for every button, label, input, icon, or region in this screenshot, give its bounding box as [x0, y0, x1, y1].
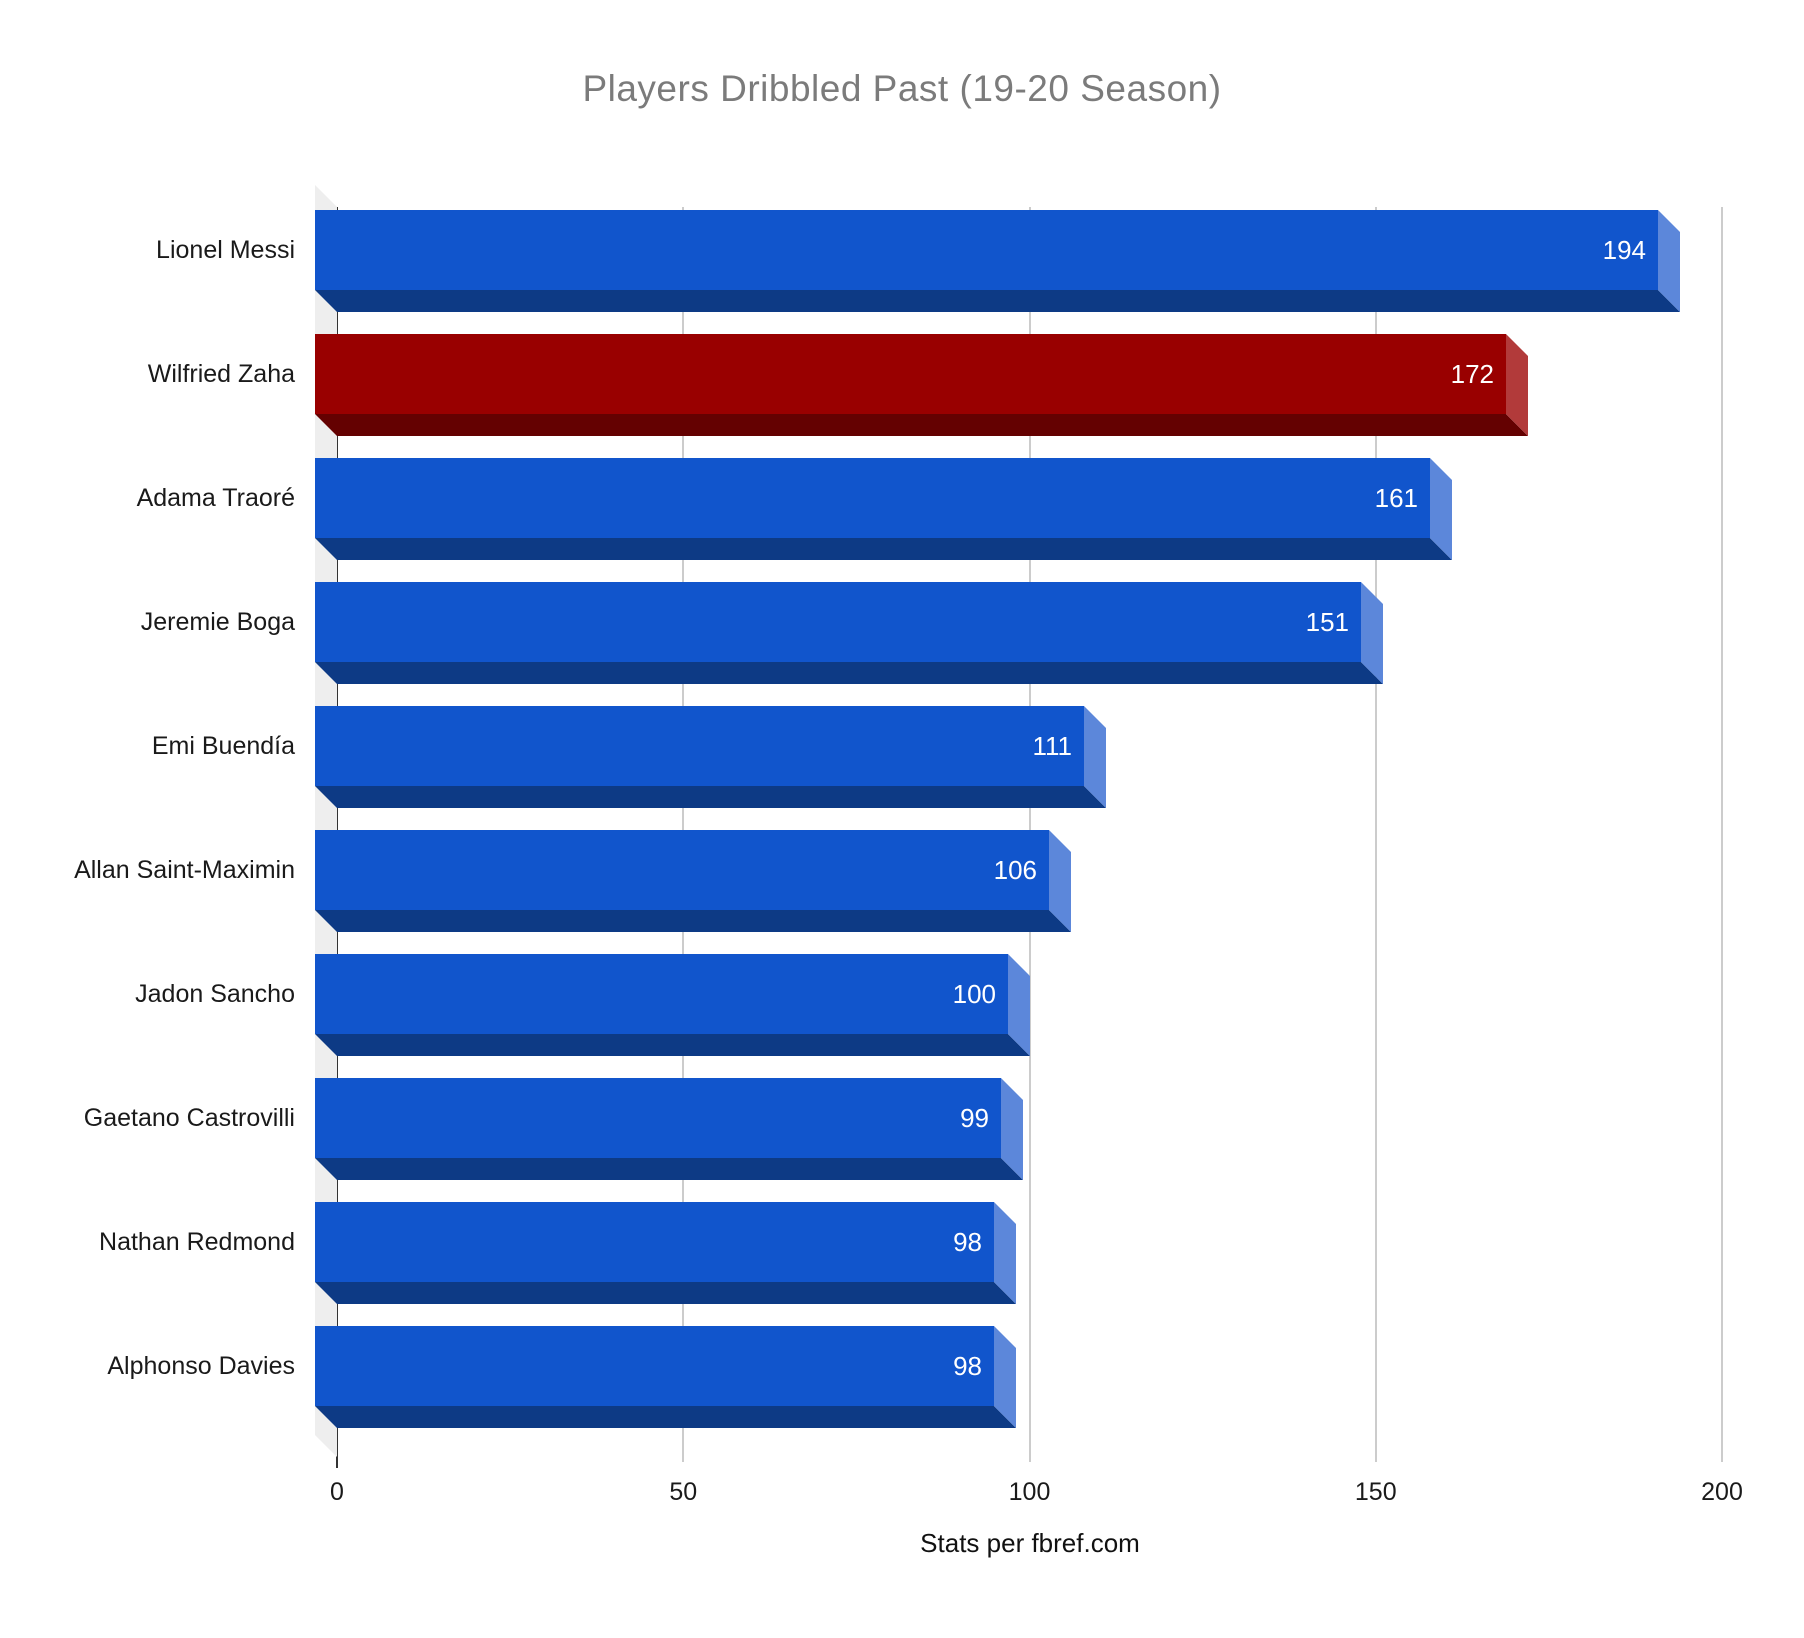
- bar-value-label: 98: [953, 1350, 982, 1381]
- bar-face: [315, 334, 1506, 414]
- x-tick-label: 200: [1701, 1478, 1743, 1506]
- bar-end-face: [1001, 1078, 1023, 1180]
- bar-value-label: 194: [1602, 234, 1646, 265]
- bar-face: [315, 1202, 994, 1282]
- category-label: Emi Buendía: [151, 731, 295, 760]
- bar[interactable]: 172: [315, 334, 1528, 436]
- category-label: Gaetano Castrovilli: [83, 1103, 295, 1132]
- x-tick-label: 50: [669, 1478, 698, 1506]
- gridline: [1374, 207, 1377, 1462]
- bar-end-face: [1506, 334, 1528, 436]
- bar-face: [315, 1078, 1001, 1158]
- bar-end-face: [1084, 706, 1106, 808]
- category-label: Alphonso Davies: [107, 1351, 295, 1380]
- chart-title: Players Dribbled Past (19-20 Season): [582, 68, 1222, 109]
- bar-end-face: [1430, 458, 1452, 560]
- bar-bottom-face: [315, 538, 1452, 560]
- bar-bottom-face: [315, 662, 1383, 684]
- bar-bottom-face: [315, 290, 1680, 312]
- bar-bottom-face: [315, 786, 1106, 808]
- bar-value-label: 98: [953, 1226, 982, 1257]
- bar-face: [315, 1326, 994, 1406]
- bar-value-label: 151: [1305, 606, 1349, 637]
- bar-face: [315, 830, 1049, 910]
- bar-bottom-face: [315, 1406, 1016, 1428]
- bar-value-label: 99: [960, 1102, 989, 1133]
- bar-value-label: 161: [1374, 482, 1418, 513]
- category-label: Jeremie Boga: [140, 607, 295, 636]
- x-axis-title: Stats per fbref.com: [920, 1528, 1140, 1558]
- bar[interactable]: 111: [315, 706, 1106, 808]
- bar-value-label: 106: [993, 854, 1037, 885]
- bar-end-face: [994, 1202, 1016, 1304]
- category-label: Allan Saint-Maximin: [74, 855, 295, 884]
- bar-bottom-face: [315, 414, 1528, 436]
- bar-value-label: 172: [1450, 358, 1494, 389]
- bar-end-face: [1049, 830, 1071, 932]
- bar-bottom-face: [315, 1282, 1016, 1304]
- bar[interactable]: 100: [315, 954, 1030, 1056]
- category-label: Jadon Sancho: [135, 979, 295, 1008]
- bar[interactable]: 106: [315, 830, 1071, 932]
- bar-value-label: 111: [1032, 730, 1072, 761]
- bar-bottom-face: [315, 1158, 1023, 1180]
- bar-bottom-face: [315, 1034, 1030, 1056]
- category-label: Nathan Redmond: [99, 1227, 295, 1256]
- bar[interactable]: 151: [315, 582, 1383, 684]
- bar-face: [315, 582, 1361, 662]
- bar-face: [315, 706, 1084, 786]
- bar-end-face: [1008, 954, 1030, 1056]
- bar[interactable]: 98: [315, 1326, 1016, 1428]
- bar-bottom-face: [315, 910, 1071, 932]
- category-label: Lionel Messi: [156, 235, 295, 264]
- bar-face: [315, 954, 1008, 1034]
- bar-end-face: [994, 1326, 1016, 1428]
- bar-value-label: 100: [952, 978, 996, 1009]
- bar[interactable]: 98: [315, 1202, 1016, 1304]
- category-label: Adama Traoré: [136, 483, 295, 512]
- bar-face: [315, 210, 1658, 290]
- x-tick-label: 100: [1008, 1478, 1051, 1506]
- x-tick-label: 0: [330, 1478, 344, 1506]
- bar[interactable]: 194: [315, 210, 1680, 312]
- bar-end-face: [1658, 210, 1680, 312]
- gridline: [1721, 207, 1723, 1462]
- bar[interactable]: 99: [315, 1078, 1023, 1180]
- x-tick-label: 150: [1354, 1478, 1397, 1506]
- category-label: Wilfried Zaha: [147, 359, 295, 388]
- bar[interactable]: 161: [315, 458, 1452, 560]
- bar-end-face: [1361, 582, 1383, 684]
- bar-face: [315, 458, 1430, 538]
